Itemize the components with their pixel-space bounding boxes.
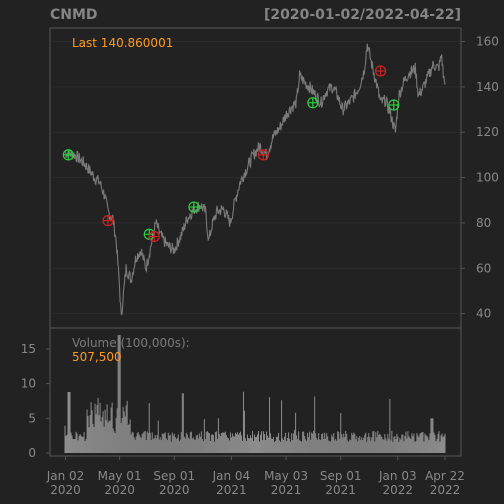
- x-tick-label-year: 2020: [50, 483, 81, 497]
- volume-tick-label: 5: [28, 411, 36, 425]
- volume-y-axis: 0 5 10 15: [21, 342, 50, 460]
- price-tick-label: 80: [476, 216, 491, 230]
- sell-marker: [148, 230, 160, 243]
- x-tick-label-month: Jan 03: [378, 469, 417, 483]
- x-tick-label-month: Sep 01: [320, 469, 362, 483]
- volume-label: Volume (100,000s):: [72, 336, 190, 350]
- price-tick-label: 160: [476, 35, 499, 49]
- x-tick-label-month: Sep 01: [153, 469, 195, 483]
- x-tick-label-month: May 01: [98, 469, 142, 483]
- price-series-line: [64, 43, 446, 316]
- sell-marker: [102, 215, 114, 227]
- buy-marker: [388, 99, 400, 111]
- x-tick-label-year: 2020: [104, 483, 135, 497]
- x-tick-label-year: 2022: [383, 483, 414, 497]
- x-tick-label-year: 2020: [159, 483, 190, 497]
- price-grid: [51, 41, 460, 315]
- x-tick-label-year: 2021: [271, 483, 302, 497]
- chart-symbol: CNMD: [50, 7, 98, 23]
- x-tick-label-month: May 03: [264, 469, 308, 483]
- price-tick-label: 140: [476, 80, 499, 94]
- x-tick-label-year: 2022: [430, 483, 461, 497]
- buy-marker: [62, 149, 74, 161]
- volume-tick-label: 15: [21, 342, 36, 356]
- buy-marker: [188, 201, 200, 213]
- price-tick-label: 120: [476, 125, 499, 139]
- volume-tick-label: 10: [21, 377, 36, 391]
- price-tick-label: 100: [476, 171, 499, 185]
- x-tick-label-year: 2021: [325, 483, 356, 497]
- price-y-axis: 40 60 80 100 120 140 160: [461, 35, 499, 321]
- sell-marker: [257, 149, 269, 161]
- sell-markers: [102, 65, 387, 243]
- x-tick-label-year: 2021: [216, 483, 247, 497]
- x-tick-label-month: Apr 22: [425, 469, 465, 483]
- volume-last-value: 507,500: [72, 350, 122, 364]
- volume-bars: [64, 335, 446, 453]
- chart-date-range: [2020-01-02/2022-04-22]: [264, 7, 461, 23]
- price-tick-label: 40: [476, 307, 491, 321]
- price-tick-label: 60: [476, 261, 491, 275]
- buy-marker: [307, 97, 319, 109]
- x-tick-label-month: Jan 04: [212, 469, 251, 483]
- volume-tick-label: 0: [28, 446, 36, 460]
- last-price-label: Last 140.860001: [72, 36, 173, 50]
- x-tick-label-month: Jan 02: [46, 469, 85, 483]
- sell-marker: [374, 65, 387, 77]
